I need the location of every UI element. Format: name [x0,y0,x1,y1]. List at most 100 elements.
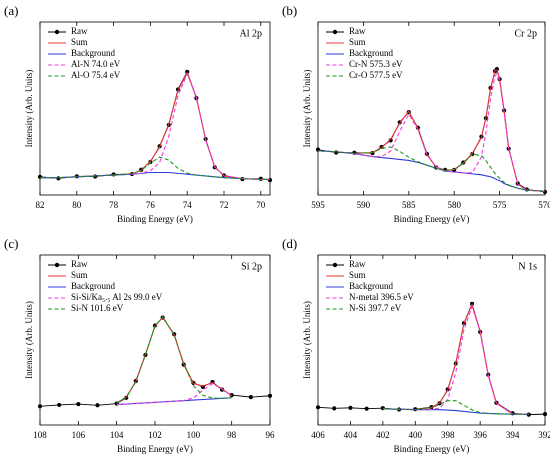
panel: (d) 406 404 402 400 398 396 394 392 Binding Energ… [282,236,550,454]
legend-label: Al-O 75.4 eV [71,70,121,80]
panel-title: Si 2p [241,261,262,272]
raw-point [258,176,263,181]
raw-point [248,395,253,400]
x-tick-label: 400 [409,430,423,440]
series-line [116,315,232,404]
x-tick-label: 76 [146,200,156,210]
panel-title: Cr 2p [515,28,538,39]
plot-frame [317,254,546,426]
x-tick-label: 70 [256,200,266,210]
legend-marker [54,262,60,268]
raw-point [124,395,129,400]
x-tick-label: 96 [266,430,276,440]
raw-point [334,150,339,155]
x-tick-label: 398 [441,430,455,440]
legend-label: Background [71,281,115,291]
panel-label: (b) [282,3,297,18]
series-line [116,315,232,404]
x-tick-label: 104 [110,430,124,440]
panel: (b) 595 590 585 580 575 570 Binding Energy (eV)… [282,3,550,224]
x-tick-label: 406 [311,430,325,440]
plot-frame [39,21,271,196]
series-line [39,316,271,407]
x-tick-label: 404 [344,430,358,440]
x-tick-label: 98 [227,430,237,440]
raw-point [56,176,61,181]
legend-label: Background [71,48,115,58]
panel: (a) 82 80 78 76 74 72 70 Binding Energy (eV) Inte… [4,3,273,224]
x-axis-title: Binding Energy (eV) [117,444,193,454]
legend-label: Sum [71,37,88,47]
x-tick-label: 392 [538,430,550,440]
x-tick-label: 575 [493,200,507,210]
series-line [317,302,546,416]
series-line [317,69,546,192]
x-axis-title: Binding Energy (eV) [394,214,470,224]
x-tick-label: 100 [187,430,201,440]
panel: (c) 108 106 104 102 100 98 96 Binding Energy (eV… [4,236,275,454]
panel-title: Al 2p [240,28,263,39]
x-tick-label: 570 [538,200,550,210]
x-tick-label: 108 [33,430,47,440]
series-line [40,171,270,180]
series-line [116,382,232,406]
legend-label: Cr-N 575.3 eV [349,59,403,69]
x-tick-label: 82 [36,200,45,210]
x-tick-label: 106 [72,430,86,440]
x-tick-label: 394 [506,430,520,440]
legend-label: Raw [349,259,366,269]
raw-point [380,406,385,411]
legend-label: N-Si 397.7 eV [349,303,402,313]
legend-label: Sum [349,37,366,47]
y-axis-title: Intensity (Arb. Units) [302,70,312,148]
raw-point [229,392,234,398]
x-tick-label: 590 [357,200,371,210]
y-axis-title: Intensity (Arb. Units) [24,70,34,148]
legend-label: Raw [71,259,88,269]
y-axis-title: Intensity (Arb. Units) [302,301,312,379]
legend-label: N-metal 396.5 eV [349,292,414,302]
raw-point [57,402,62,408]
series-line [382,302,529,415]
legend-label: Sum [349,270,366,280]
x-tick-label: 78 [109,200,119,210]
legend-label: Si-N 101.6 eV [71,303,124,313]
raw-point [348,405,353,410]
x-tick-label: 74 [183,200,193,210]
series-line [40,72,270,180]
legend-label: Cr-O 577.5 eV [349,70,403,80]
raw-point [364,406,369,411]
x-tick-label: 80 [72,200,82,210]
legend-label: Si-Si/Ka₅.₅ Al 2s 99.0 eV [71,292,163,302]
y-axis-title: Intensity (Arb. Units) [24,301,34,379]
legend-label: Al-N 74.0 eV [71,59,121,69]
panel-title: N 1s [518,261,537,272]
x-tick-label: 402 [376,430,390,440]
x-tick-label: 396 [473,430,487,440]
raw-point [95,403,100,408]
x-tick-label: 585 [402,200,416,210]
raw-point [76,401,81,407]
series-line [39,70,271,181]
series-line [317,68,546,193]
raw-point [388,138,393,143]
x-tick-label: 72 [220,200,229,210]
x-axis-title: Binding Energy (eV) [394,444,470,454]
series-line [40,156,270,180]
legend-label: Raw [71,26,88,36]
legend-label: Background [349,48,393,58]
x-tick-label: 595 [311,200,325,210]
legend-marker [54,29,60,35]
series-line [40,71,270,180]
plot-frame [317,21,546,196]
legend-marker [332,262,338,268]
x-axis-title: Binding Energy (eV) [117,214,193,224]
series-line [317,146,546,192]
raw-point [332,406,337,411]
legend-label: Background [349,281,393,291]
legend-marker [332,29,338,35]
raw-point [111,172,116,177]
legend-label: Raw [349,26,366,36]
panel-label: (c) [4,236,18,251]
